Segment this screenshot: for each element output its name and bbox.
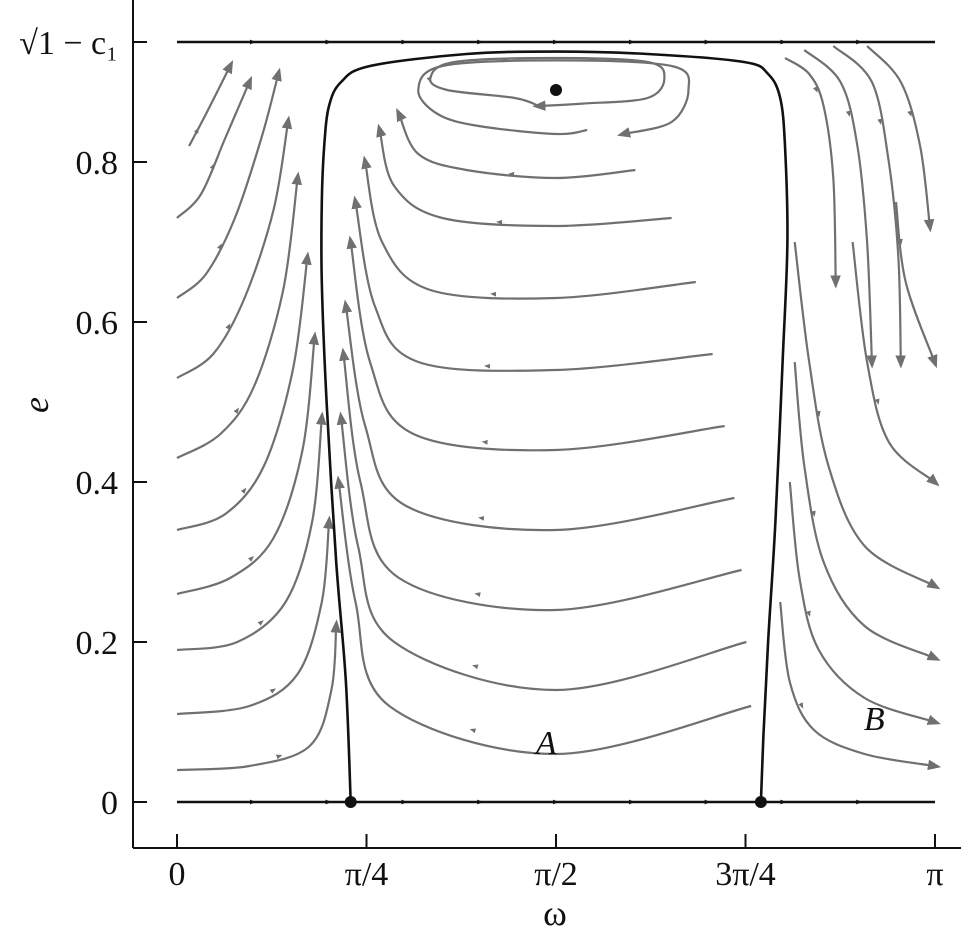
y-tick-label-1: 0.2 (76, 625, 119, 662)
streamline-9 (336, 411, 747, 692)
separatrix-group (320, 50, 789, 803)
streamline-4 (361, 155, 696, 300)
streamline-11 (176, 619, 341, 772)
streamline-arrow-15 (240, 487, 247, 494)
x-tick-label-4: π (926, 856, 943, 893)
fixed-points-group (344, 84, 767, 808)
streamline-21 (784, 57, 841, 289)
streamline-13 (176, 411, 327, 652)
streamline-12 (176, 515, 334, 716)
streamline-18 (176, 67, 282, 299)
streamline-10 (334, 475, 752, 756)
streamline-0 (429, 56, 666, 111)
streamline-19 (176, 75, 253, 219)
y-axis-title: e (16, 397, 56, 413)
y-tick-label-0: 0 (101, 785, 118, 822)
x-tick-label-1: π/4 (345, 856, 389, 893)
streamline-17 (176, 115, 293, 379)
streamline-3 (376, 123, 672, 228)
fixed-point-saddle-left (344, 796, 357, 808)
streamline-8 (339, 347, 742, 612)
streamline-arrow-13 (257, 620, 264, 626)
streamline-30 (894, 201, 938, 369)
streamline-16 (176, 171, 302, 459)
streamlines-group (176, 45, 942, 772)
x-tick-label-0: 0 (169, 856, 186, 893)
streamline-1 (417, 59, 691, 138)
x-axis-title: ω (543, 893, 567, 933)
fixed-point-center (550, 84, 563, 96)
y-tick-label-3: 0.6 (76, 305, 119, 342)
region-label-B: B (864, 701, 885, 738)
y-ticks-group: 0 0.2 0.4 0.6 0.8 √1 − c₁ (19, 25, 147, 822)
streamline-14 (176, 331, 320, 596)
fixed-point-saddle-right (754, 796, 767, 808)
streamline-15 (176, 251, 312, 532)
streamline-25 (793, 241, 941, 590)
streamline-29 (851, 241, 940, 487)
region-label-A: A (534, 725, 557, 762)
boundary-lines-group (177, 39, 935, 805)
x-tick-label-2: π/2 (534, 856, 578, 893)
streamline-27 (788, 481, 941, 725)
streamline-5 (351, 195, 713, 372)
region-labels-group: AB (534, 701, 885, 762)
streamline-22 (803, 49, 877, 369)
streamline-20 (188, 60, 234, 147)
separatrix-curve (320, 50, 789, 803)
streamline-28 (779, 601, 942, 771)
streamline-arrow-8 (474, 592, 481, 597)
y-tick-label-5: √1 − c₁ (19, 25, 118, 62)
y-tick-label-2: 0.4 (76, 465, 119, 502)
streamline-7 (341, 299, 735, 532)
streamline-2 (396, 108, 636, 180)
x-tick-label-3: 3π/4 (715, 856, 776, 893)
x-ticks-group: 0 π/4 π/2 3π/4 π (169, 834, 944, 893)
streamline-6 (346, 235, 725, 452)
y-tick-label-4: 0.8 (76, 145, 119, 182)
streamline-23 (832, 45, 906, 369)
streamline-24 (866, 45, 935, 233)
streamline-26 (793, 361, 941, 661)
